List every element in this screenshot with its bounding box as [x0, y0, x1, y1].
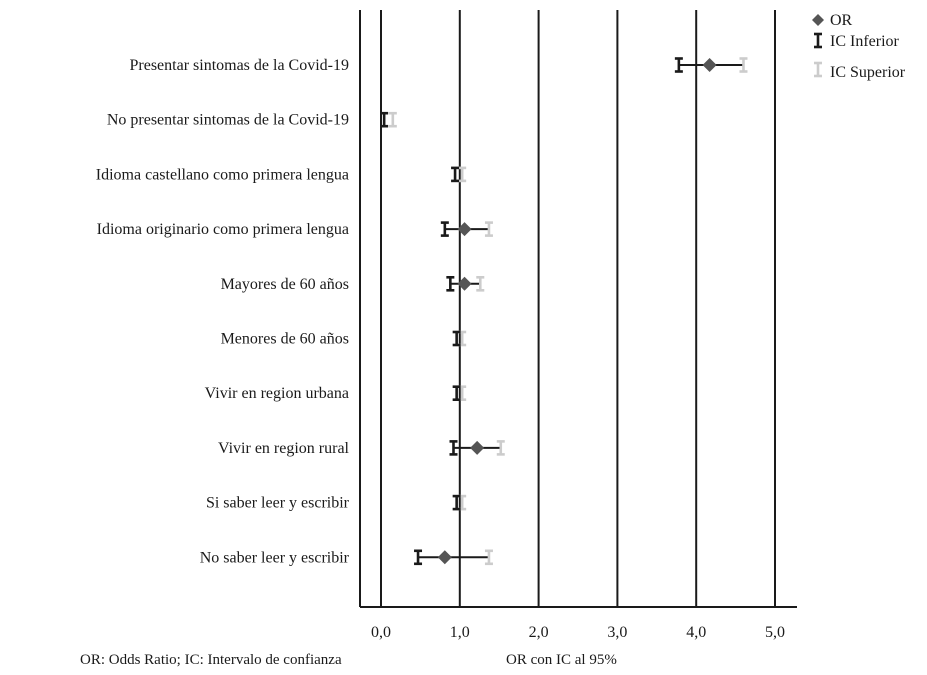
category-label: Mayores de 60 años: [221, 276, 349, 293]
or-marker: [437, 550, 452, 565]
gridlines: [380, 10, 776, 607]
category-label: Vivir en region rural: [218, 440, 350, 457]
or-marker: [470, 440, 485, 455]
x-tick-label: 5,0: [765, 624, 785, 641]
or-marker: [457, 276, 472, 291]
legend-ic-inferior-label: IC Inferior: [830, 33, 900, 50]
ic-superior-marker: [496, 440, 505, 456]
ic-inferior-marker: [452, 330, 461, 347]
ic-inferior-marker: [452, 385, 461, 402]
forest-row: [451, 166, 467, 183]
ic-superior-marker: [484, 549, 493, 566]
category-label: Si saber leer y escribir: [206, 495, 350, 512]
or-marker: [702, 58, 717, 72]
ic-superior-marker: [388, 111, 397, 128]
category-label: Idioma castellano como primera lengua: [96, 166, 349, 183]
x-tick-label: 2,0: [529, 624, 549, 641]
legend-ic-superior-marker: [814, 61, 822, 78]
legend: OR IC Inferior IC Superior: [812, 12, 906, 81]
ic-superior-marker: [739, 57, 748, 73]
legend-or-label: OR: [830, 12, 853, 29]
forest-row: [452, 330, 467, 347]
forest-row: [380, 111, 397, 128]
category-label: No presentar sintomas de la Covid-19: [107, 112, 349, 129]
ic-inferior-marker: [452, 494, 461, 511]
data-rows: [380, 57, 748, 566]
category-label: Idioma originario como primera lengua: [97, 221, 349, 238]
forest-row: [440, 221, 493, 237]
legend-ic-inferior-marker: [814, 32, 822, 49]
forest-row: [452, 385, 467, 402]
forest-row: [452, 494, 467, 511]
ic-inferior-marker: [414, 549, 423, 566]
ic-inferior-marker: [674, 57, 683, 73]
ic-inferior-marker: [451, 166, 460, 183]
or-marker: [457, 222, 472, 237]
category-label: No saber leer y escribir: [200, 549, 350, 566]
legend-or-marker: [812, 14, 824, 26]
ic-superior-marker: [458, 166, 467, 183]
footnote-abbreviations: OR: Odds Ratio; IC: Intervalo de confian…: [80, 652, 342, 668]
ic-inferior-marker: [380, 111, 389, 128]
ic-inferior-marker: [446, 275, 455, 292]
x-tick-label: 0,0: [371, 624, 391, 641]
legend-ic-superior-label: IC Superior: [830, 64, 906, 81]
ic-superior-marker: [476, 275, 485, 292]
ic-inferior-marker: [449, 440, 458, 456]
x-tick-label: 1,0: [450, 624, 470, 641]
x-axis: 0,0 1,0 2,0 3,0 4,0 5,0: [359, 10, 797, 641]
category-label: Vivir en region urbana: [205, 385, 349, 402]
ic-inferior-marker: [440, 221, 449, 237]
ic-superior-marker: [484, 221, 493, 237]
category-label: Presentar sintomas de la Covid-19: [129, 57, 349, 74]
x-tick-label: 3,0: [607, 624, 627, 641]
forest-row: [414, 549, 493, 566]
x-tick-label: 4,0: [686, 624, 706, 641]
forest-row: [449, 440, 505, 456]
forest-row: [674, 57, 748, 73]
forest-row: [446, 275, 485, 292]
footnote-ci-level: OR con IC al 95%: [506, 652, 617, 668]
category-label: Menores de 60 años: [221, 331, 349, 348]
category-labels: Presentar sintomas de la Covid-19 No pres…: [96, 57, 350, 566]
